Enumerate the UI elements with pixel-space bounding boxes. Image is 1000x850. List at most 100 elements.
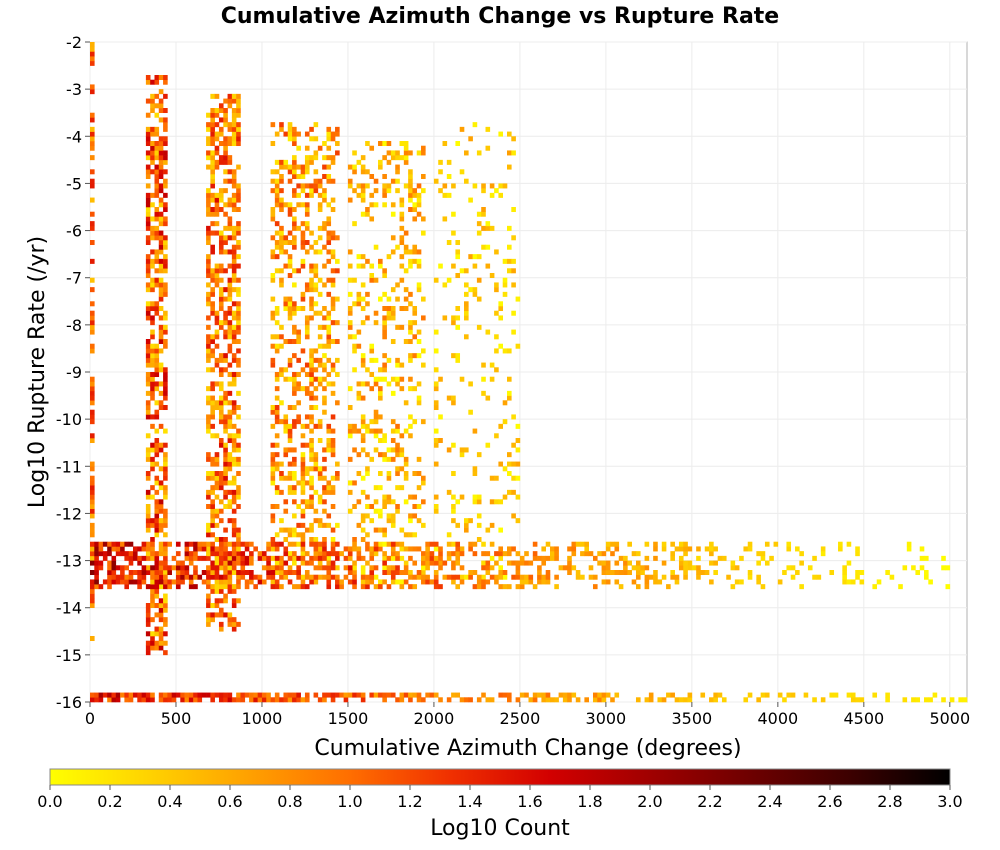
heatmap-cell	[158, 626, 164, 632]
heatmap-cell	[489, 541, 495, 547]
heatmap-cell	[90, 485, 95, 491]
heatmap-cell	[150, 159, 155, 165]
heatmap-cell	[120, 565, 125, 571]
heatmap-cell	[395, 551, 400, 557]
heatmap-cell	[154, 75, 160, 81]
heatmap-cell	[670, 555, 675, 561]
heatmap-cell	[206, 593, 211, 599]
heatmap-cell	[438, 584, 443, 590]
heatmap-cell	[494, 348, 499, 354]
heatmap-cell	[150, 103, 155, 109]
heatmap-cell	[390, 456, 396, 462]
heatmap-cell	[421, 579, 426, 585]
heatmap-cell	[502, 183, 508, 189]
heatmap-cell	[451, 494, 456, 500]
heatmap-cell	[627, 541, 632, 547]
heatmap-cell	[519, 692, 525, 698]
y-tick-label: -10	[56, 410, 82, 429]
heatmap-cell	[210, 178, 215, 184]
heatmap-cell	[231, 598, 237, 604]
heatmap-cell	[489, 192, 495, 198]
heatmap-cell	[145, 513, 151, 519]
heatmap-cell	[98, 560, 104, 566]
heatmap-cell	[218, 541, 224, 547]
heatmap-cell	[158, 211, 164, 217]
heatmap-cell	[472, 263, 478, 269]
heatmap-cell	[206, 240, 211, 246]
heatmap-cell	[218, 400, 224, 406]
heatmap-cell	[274, 546, 280, 552]
heatmap-cell	[145, 315, 151, 321]
heatmap-cell	[309, 527, 314, 533]
colorbar-ticks: 0.0 0.2 0.4 0.6 0.8 1.0 1.2 1.4 1.6 1.8 2.0 2.2 2.4 2…	[37, 785, 963, 811]
heatmap-cell	[322, 522, 327, 528]
heatmap-cell	[292, 164, 297, 170]
heatmap-cell	[339, 584, 344, 590]
heatmap-cell	[644, 565, 650, 571]
heatmap-cell	[360, 419, 366, 425]
heatmap-cell	[390, 376, 396, 382]
heatmap-cell	[206, 348, 211, 354]
heatmap-cell	[309, 541, 314, 547]
heatmap-cell	[210, 197, 215, 203]
heatmap-cell	[158, 617, 164, 623]
heatmap-cell	[150, 447, 155, 453]
heatmap-cell	[283, 537, 289, 543]
heatmap-cell	[648, 574, 654, 580]
heatmap-cell	[193, 565, 198, 571]
heatmap-cell	[158, 169, 164, 175]
heatmap-cell	[322, 546, 327, 552]
heatmap-cell	[360, 697, 366, 703]
heatmap-cell	[309, 480, 314, 486]
heatmap-cell	[476, 499, 482, 505]
heatmap-cell	[292, 282, 297, 288]
heatmap-cell	[511, 546, 516, 552]
heatmap-cell	[236, 546, 241, 552]
heatmap-cell	[158, 560, 164, 566]
heatmap-cell	[373, 357, 379, 363]
heatmap-cell	[373, 244, 379, 250]
heatmap-cell	[386, 447, 392, 453]
heatmap-cell	[782, 697, 787, 703]
heatmap-cell	[304, 315, 310, 321]
heatmap-cell	[786, 565, 792, 571]
heatmap-cell	[382, 499, 387, 505]
heatmap-cell	[408, 207, 413, 213]
heatmap-cell	[326, 136, 332, 142]
heatmap-cell	[472, 471, 478, 477]
heatmap-cell	[601, 570, 607, 576]
heatmap-cell	[360, 296, 366, 302]
heatmap-cell	[210, 409, 215, 415]
heatmap-cell	[218, 103, 224, 109]
heatmap-cell	[240, 551, 246, 557]
heatmap-cell	[227, 617, 233, 623]
heatmap-cell	[421, 150, 426, 156]
heatmap-cell	[369, 192, 375, 198]
heatmap-cell	[90, 527, 95, 533]
heatmap-cell	[700, 570, 706, 576]
heatmap-cell	[382, 551, 387, 557]
heatmap-cell	[464, 334, 469, 340]
heatmap-cell	[820, 551, 826, 557]
heatmap-cell	[446, 541, 452, 547]
heatmap-cell	[128, 541, 134, 547]
heatmap-cell	[124, 579, 129, 585]
heatmap-cell	[455, 499, 461, 505]
heatmap-cell	[507, 551, 512, 557]
heatmap-cell	[141, 697, 147, 703]
x-tick-label: 1000	[242, 709, 283, 728]
chart-title: Cumulative Azimuth Change vs Rupture Rat…	[221, 4, 779, 29]
heatmap-cell	[287, 405, 293, 411]
heatmap-cell	[464, 301, 469, 307]
heatmap-cell	[283, 367, 289, 373]
heatmap-cell	[145, 390, 151, 396]
heatmap-cell	[433, 541, 439, 547]
heatmap-cell	[154, 79, 160, 85]
heatmap-cell	[799, 551, 804, 557]
heatmap-cell	[610, 697, 615, 703]
heatmap-cell	[274, 202, 280, 208]
heatmap-cell	[163, 235, 168, 241]
heatmap-cell	[399, 141, 405, 147]
heatmap-cell	[227, 306, 233, 312]
heatmap-cell	[227, 574, 233, 580]
